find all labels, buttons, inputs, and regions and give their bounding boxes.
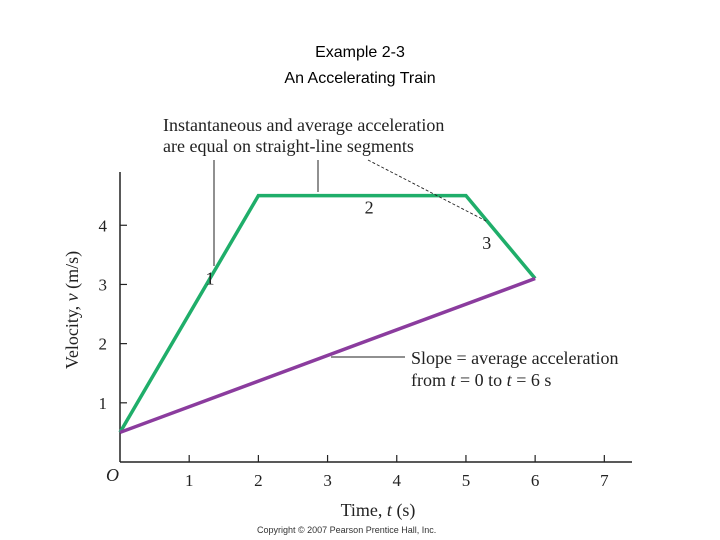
- x-axis-title-unit: (s): [392, 500, 416, 521]
- y-axis-title-prefix: Velocity,: [62, 301, 82, 369]
- segments-leader-line-3: [367, 159, 489, 223]
- slope-annotation-part-1: t: [451, 370, 457, 390]
- series-layer: [118, 193, 537, 435]
- x-tick-label: 5: [462, 471, 471, 490]
- x-tick-label: 2: [254, 471, 263, 490]
- slide-title-line2: An Accelerating Train: [284, 70, 436, 87]
- slope-annotation-part-2: = 0 to: [456, 370, 507, 390]
- y-tick-label: 2: [99, 335, 108, 354]
- x-axis-title-var: t: [387, 500, 393, 520]
- x-tick-label: 7: [600, 471, 609, 490]
- segments-annotation-line2: are equal on straight-line segments: [163, 136, 414, 156]
- x-ticks: 1 2 3 4 5 6 7: [185, 455, 609, 490]
- x-axis-title-prefix: Time,: [341, 500, 387, 520]
- segment-label-2: 2: [365, 197, 374, 217]
- slide-title-line1: Example 2-3: [315, 44, 405, 61]
- slope-annotation-part-4: = 6 s: [512, 370, 552, 390]
- segment-labels: 1 2 3: [205, 197, 491, 288]
- x-tick-label: 6: [531, 471, 540, 490]
- slope-annotation-part-0: from: [411, 370, 451, 390]
- y-tick-label: 1: [99, 394, 108, 413]
- y-ticks: 1 2 3 4: [99, 216, 127, 413]
- copyright-notice: Copyright © 2007 Pearson Prentice Hall, …: [257, 525, 437, 535]
- train-series-line: [118, 193, 537, 434]
- x-tick-label: 4: [393, 471, 402, 490]
- slope-annotation-line1: Slope = average acceleration: [411, 348, 619, 368]
- slope-annotation-line2: from t = 0 to t = 6 s: [411, 370, 551, 390]
- x-axis-title: Time, t (s): [341, 500, 416, 521]
- y-axis-title: Velocity, v (m/s): [62, 251, 83, 369]
- slope-annotation-part-3: t: [507, 370, 513, 390]
- y-axis-title-var: v: [62, 293, 82, 301]
- y-axis-title-unit: (m/s): [62, 251, 83, 294]
- segment-label-3: 3: [482, 233, 491, 253]
- segments-annotation-line1: Instantaneous and average acceleration: [163, 115, 444, 135]
- x-tick-label: 3: [323, 471, 332, 490]
- slope-series-line: [119, 276, 536, 435]
- segment-label-1: 1: [205, 268, 214, 288]
- origin-label: O: [106, 465, 119, 485]
- y-tick-label: 3: [99, 275, 108, 294]
- x-tick-label: 1: [185, 471, 194, 490]
- y-tick-label: 4: [99, 216, 108, 235]
